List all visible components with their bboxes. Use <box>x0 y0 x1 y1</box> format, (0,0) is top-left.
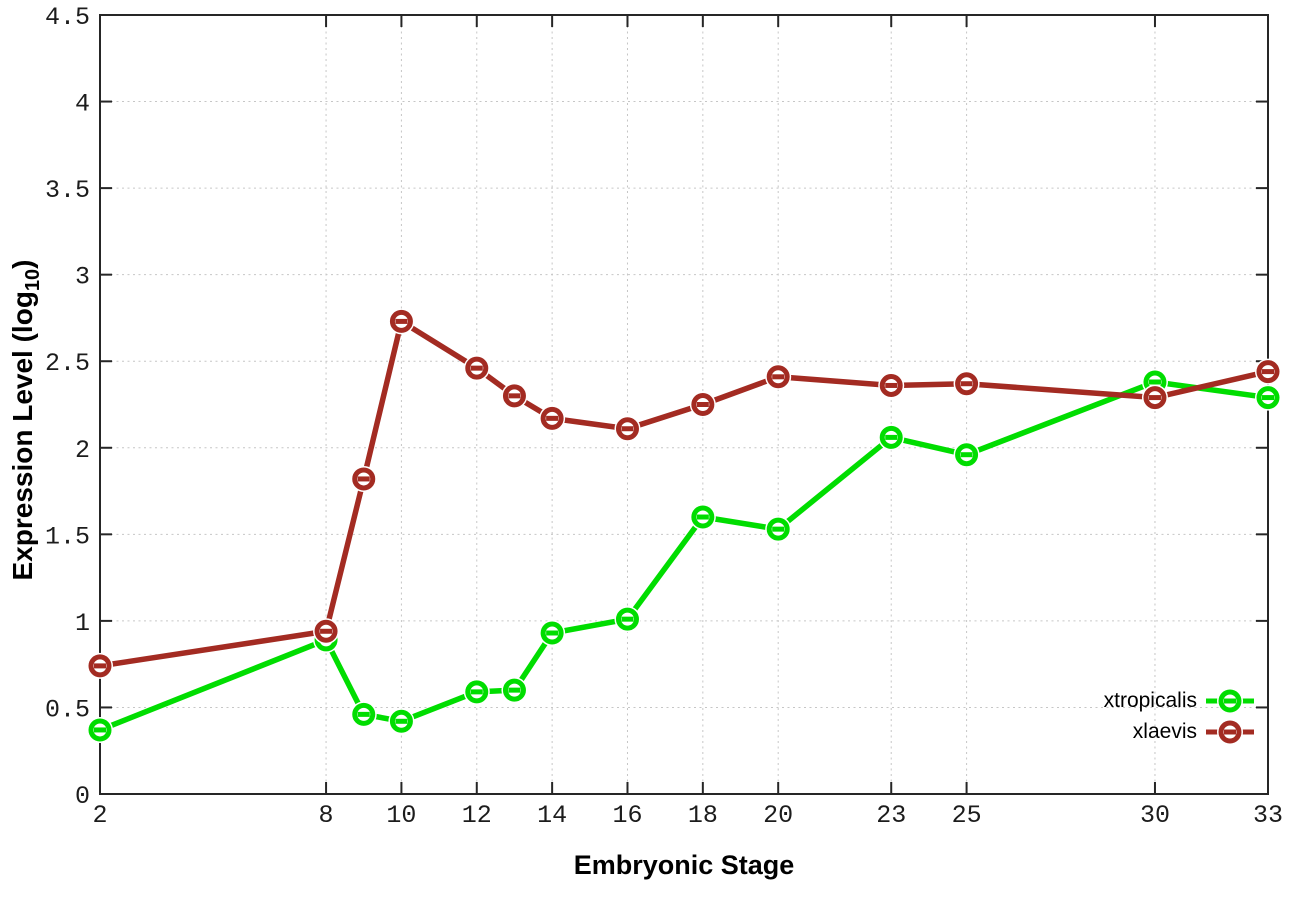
series-xlaevis <box>87 308 1281 679</box>
x-tick-label-16: 16 <box>612 801 642 830</box>
y-tick-label-1.5: 1.5 <box>45 522 90 551</box>
series-line-xlaevis <box>97 318 1271 669</box>
y-tick-label-3.5: 3.5 <box>45 176 90 205</box>
y-tick-label-0: 0 <box>75 782 90 811</box>
x-tick-label-23: 23 <box>876 801 906 830</box>
y-axis-title: Expression Level (log10) <box>7 260 45 581</box>
legend: xtropicalis xlaevis <box>1104 687 1254 746</box>
y-tick-label-4: 4 <box>75 90 90 119</box>
legend-label-xtropicalis: xtropicalis <box>1103 689 1197 712</box>
legend-entry-xtropicalis: xtropicalis <box>1104 687 1254 715</box>
y-axis-title-text: Expression Level (log <box>7 291 39 581</box>
y-tick-label-2.5: 2.5 <box>45 349 90 378</box>
legend-label-xlaevis: xlaevis <box>1132 720 1197 743</box>
x-tick-label-30: 30 <box>1140 801 1170 830</box>
x-tick-label-2: 2 <box>92 801 107 830</box>
y-tick-label-2: 2 <box>75 436 90 465</box>
series-line-xtropicalis <box>97 379 1271 733</box>
y-axis-title-suffix: ) <box>7 259 39 269</box>
x-tick-label-12: 12 <box>462 801 492 830</box>
x-tick-label-10: 10 <box>386 801 416 830</box>
y-axis-title-subscript: 10 <box>21 268 44 292</box>
x-tick-label-25: 25 <box>952 801 982 830</box>
x-tick-label-18: 18 <box>688 801 718 830</box>
y-tick-label-1: 1 <box>75 609 90 638</box>
legend-marker-xlaevis <box>1206 719 1254 745</box>
x-axis-title: Embryonic Stage <box>573 850 795 880</box>
series-xtropicalis <box>87 368 1281 743</box>
legend-marker-xtropicalis <box>1206 688 1254 714</box>
x-tick-label-33: 33 <box>1253 801 1283 830</box>
x-tick-label-20: 20 <box>763 801 793 830</box>
legend-entry-xlaevis: xlaevis <box>1133 718 1254 746</box>
y-tick-label-3: 3 <box>75 263 90 292</box>
y-tick-label-0.5: 0.5 <box>45 695 90 724</box>
x-tick-label-8: 8 <box>319 801 334 830</box>
x-tick-label-14: 14 <box>537 801 567 830</box>
y-tick-label-4.5: 4.5 <box>45 3 90 32</box>
